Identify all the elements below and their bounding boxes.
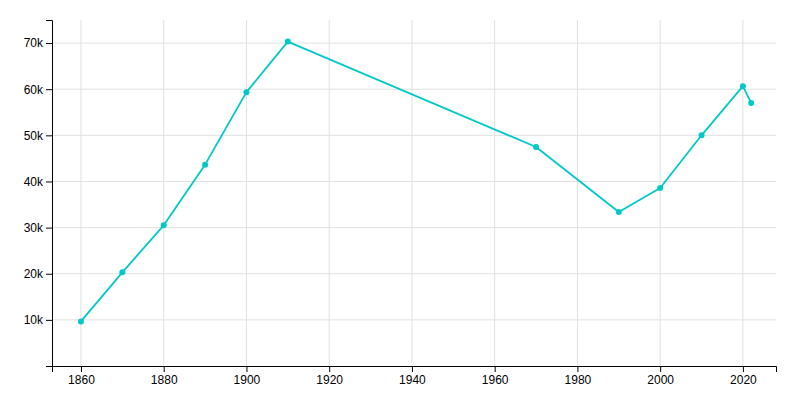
tick: 40k — [24, 175, 52, 189]
tick-label: 1880 — [151, 373, 178, 387]
tick-label: 2000 — [647, 373, 674, 387]
point — [161, 222, 167, 228]
grid-line — [163, 20, 164, 366]
grid — [52, 20, 776, 366]
grid-line — [742, 20, 743, 366]
line — [81, 42, 751, 322]
tick: 60k — [24, 83, 52, 97]
tick-label: 1920 — [316, 373, 343, 387]
tick-mark — [46, 274, 52, 275]
grid-line — [80, 20, 81, 366]
tick-label: 50k — [24, 129, 44, 143]
tick: 50k — [24, 129, 52, 143]
point — [285, 39, 291, 45]
tick-label: 30k — [24, 221, 44, 235]
x-axis: 1860 1880 1900 1920 1940 1960 1980 2000 2020 — [53, 366, 777, 387]
tick: 70k — [24, 36, 52, 50]
tick-mark — [46, 43, 52, 44]
tick: 1880 — [151, 366, 178, 387]
tick-mark — [46, 89, 52, 90]
point — [78, 318, 84, 324]
tick-mark — [81, 366, 82, 372]
grid-line — [52, 89, 776, 90]
tick: 2020 — [730, 366, 757, 387]
tick-mark — [46, 181, 52, 182]
tick-mark — [46, 320, 52, 321]
tick-label: 1980 — [565, 373, 592, 387]
plot-area — [78, 39, 754, 325]
grid-line — [52, 273, 776, 274]
tick-label: 60k — [24, 83, 44, 97]
grid-line — [660, 20, 661, 366]
tick-label: 10k — [24, 313, 44, 327]
point — [748, 100, 754, 106]
tick-mark — [743, 366, 744, 372]
grid-line — [494, 20, 495, 366]
grid-line — [246, 20, 247, 366]
tick-label: 1960 — [482, 373, 509, 387]
tick-label: 1860 — [68, 373, 95, 387]
tick: 1940 — [399, 366, 426, 387]
tick-label: 40k — [24, 175, 44, 189]
tick: 20k — [24, 267, 52, 281]
tick-mark — [46, 228, 52, 229]
point — [699, 132, 705, 138]
grid-line — [52, 135, 776, 136]
tick: 1920 — [316, 366, 343, 387]
tick: 1960 — [482, 366, 509, 387]
tick: 1860 — [68, 366, 95, 387]
grid-line — [577, 20, 578, 366]
chart: 1860 1880 1900 1920 1940 1960 1980 2000 2020 10k 2… — [0, 0, 800, 400]
tick: 2000 — [647, 366, 674, 387]
grid-line — [329, 20, 330, 366]
grid-line — [52, 43, 776, 44]
tick-mark — [329, 366, 330, 372]
axis-line — [46, 21, 53, 367]
axis-line — [53, 367, 777, 373]
grid-line — [52, 181, 776, 182]
tick-mark — [495, 366, 496, 372]
tick: 1900 — [234, 366, 261, 387]
point — [616, 209, 622, 215]
tick-mark — [46, 135, 52, 136]
y-axis: 10k 20k 30k 40k 50k 60k 70k — [24, 21, 53, 367]
tick: 30k — [24, 221, 52, 235]
tick-mark — [412, 366, 413, 372]
point — [657, 185, 663, 191]
tick-label: 70k — [24, 36, 44, 50]
tick-mark — [164, 366, 165, 372]
point — [202, 162, 208, 168]
tick-label: 1900 — [234, 373, 261, 387]
tick-label: 2020 — [730, 373, 757, 387]
tick-label: 20k — [24, 267, 44, 281]
point — [740, 83, 746, 89]
tick-mark — [246, 366, 247, 372]
tick-label: 1940 — [399, 373, 426, 387]
tick-mark — [577, 366, 578, 372]
tick: 10k — [24, 313, 52, 327]
grid-line — [52, 319, 776, 320]
tick: 1980 — [565, 366, 592, 387]
tick-mark — [660, 366, 661, 372]
grid-line — [411, 20, 412, 366]
point — [533, 144, 539, 150]
point — [119, 269, 125, 275]
point — [243, 89, 249, 95]
